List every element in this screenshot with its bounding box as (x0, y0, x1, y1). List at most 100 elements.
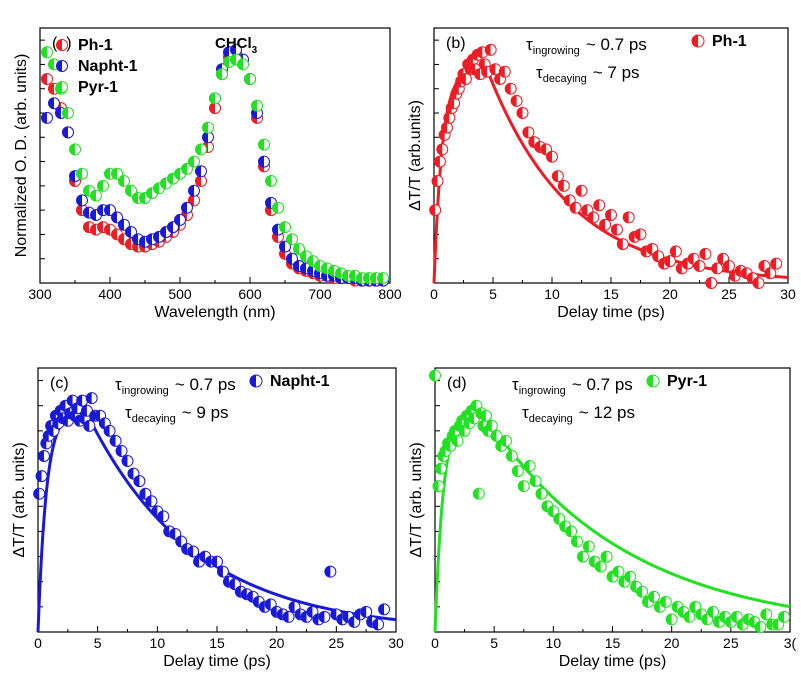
data-point (485, 419, 498, 432)
data-point (705, 277, 718, 289)
data-point (723, 260, 735, 272)
data-point (498, 65, 511, 78)
data-point (230, 43, 242, 56)
data-point (636, 585, 649, 598)
data-point (216, 68, 228, 81)
data-point (594, 560, 607, 573)
data-point (599, 218, 612, 231)
legend-marker (691, 34, 705, 48)
data-point (582, 540, 595, 553)
data-point (770, 257, 783, 270)
x-tick-label: 700 (308, 286, 332, 302)
data-point (432, 480, 445, 493)
data-point (575, 184, 588, 197)
x-axis-title: Delay time (ps) (163, 653, 271, 670)
data-point (664, 255, 676, 268)
data-point (118, 218, 130, 231)
data-point (167, 221, 179, 234)
data-point (576, 550, 589, 563)
data-point (37, 450, 50, 462)
data-point (516, 107, 529, 119)
data-point (778, 610, 791, 623)
data-point (711, 262, 724, 275)
legend-label: Ph-1 (712, 33, 747, 50)
data-point (510, 94, 523, 107)
legend-marker (646, 374, 660, 388)
series-Ph-1 (429, 43, 783, 289)
data-point (760, 608, 773, 621)
data-point (511, 465, 524, 478)
data-point (522, 126, 535, 139)
data-point (251, 99, 263, 112)
x-tick-label: 3( (784, 635, 797, 651)
data-point (671, 600, 684, 613)
tau-rise-annotation: τingrowing ~ 0.7 ps (512, 375, 633, 397)
tau-rise-annotation: τingrowing ~ 0.7 ps (115, 375, 236, 397)
data-point (41, 46, 53, 59)
x-tick-label: 10 (546, 635, 562, 651)
data-point (429, 369, 441, 382)
data-point (83, 184, 95, 197)
data-point (188, 184, 200, 197)
data-point (258, 155, 270, 168)
x-tick-label: 600 (238, 286, 262, 302)
tau-decay-annotation: τdecaying ~ 7 ps (536, 63, 640, 85)
data-point (97, 179, 109, 192)
data-point (360, 605, 373, 618)
data-point (35, 470, 48, 483)
x-tick-label: 15 (605, 635, 621, 651)
data-point (145, 495, 158, 508)
data-point (272, 201, 284, 214)
data-point (265, 175, 277, 187)
data-point (479, 409, 492, 422)
data-point (754, 620, 767, 633)
x-tick-label: 400 (98, 286, 122, 302)
data-point (600, 550, 613, 563)
data-point (288, 600, 301, 613)
data-point (443, 111, 456, 124)
fit-curve (36, 409, 397, 633)
fit-curve (433, 409, 791, 633)
x-tick-label: 5 (489, 286, 497, 302)
data-point (622, 211, 635, 224)
panel-a: 300 400 500 600 700 800 Wavelength (nm) Normali… (13, 27, 402, 321)
y-axis-title: ΔT/T (arb.units) (407, 100, 424, 211)
tau-decay-annotation: τdecaying ~ 9 ps (125, 403, 229, 425)
data-point (523, 460, 536, 473)
data-point (605, 209, 617, 221)
data-point (593, 199, 606, 212)
data-point (484, 43, 497, 56)
data-point (244, 73, 256, 85)
data-point (571, 535, 583, 548)
data-point (103, 424, 116, 437)
x-tick-label: 300 (28, 286, 52, 302)
data-point (209, 92, 221, 105)
data-point (372, 618, 385, 631)
x-tick-label: 25 (723, 635, 739, 651)
data-point (440, 121, 453, 134)
data-point (504, 82, 517, 95)
data-point (83, 419, 96, 432)
data-point (109, 434, 122, 447)
data-point (286, 233, 298, 246)
x-tick-label: 0 (431, 635, 439, 651)
data-point (76, 167, 88, 180)
data-point (653, 600, 666, 613)
x-tick-label: 5 (490, 635, 498, 651)
data-point (647, 590, 660, 603)
x-tick-label: 500 (168, 286, 192, 302)
data-point (693, 260, 706, 272)
fit-curve (432, 68, 789, 284)
data-point (33, 487, 46, 500)
data-point (764, 267, 777, 280)
x-tick-label: 10 (544, 286, 560, 302)
data-point (624, 570, 637, 583)
x-tick-label: 30 (388, 635, 404, 651)
data-point (41, 73, 53, 85)
data-point (125, 226, 137, 238)
data-point (490, 429, 503, 442)
data-point (433, 155, 446, 168)
data-point (279, 221, 291, 234)
data-point (438, 128, 451, 141)
